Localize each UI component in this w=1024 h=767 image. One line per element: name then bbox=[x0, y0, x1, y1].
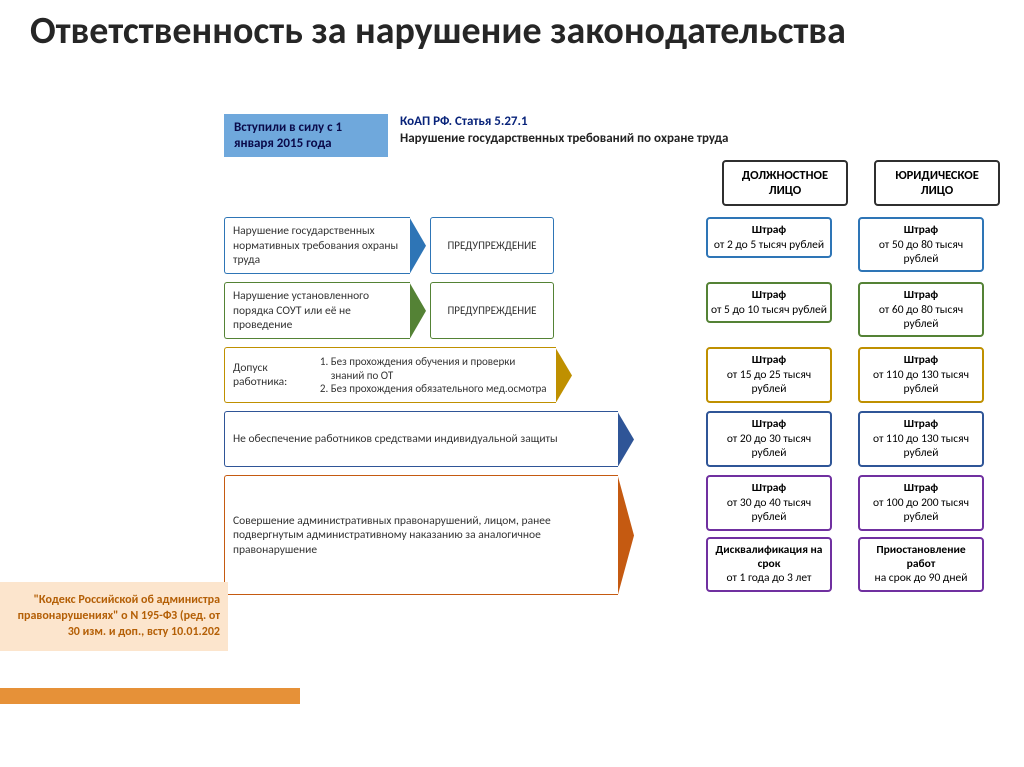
penalty-box: Штрафот 20 до 30 тысяч рублей bbox=[706, 411, 832, 466]
penalty-box: Приостановление работна срок до 90 дней bbox=[858, 537, 984, 592]
penalty-box: Штрафот 30 до 40 тысяч рублей bbox=[706, 475, 832, 530]
penalty-box: Штрафот 100 до 200 тысяч рублей bbox=[858, 475, 984, 530]
violation-row: Нарушение государственных нормативных тр… bbox=[224, 217, 1004, 274]
violation-row: Не обеспечение работников средствами инд… bbox=[224, 411, 1004, 467]
warning-box: ПРЕДУПРЕЖДЕНИЕ bbox=[430, 282, 554, 339]
penalty-box: Дисквалификация на срокот 1 года до 3 ле… bbox=[706, 537, 832, 592]
decorative-bar bbox=[0, 688, 300, 704]
violation-row: Допуск работника:Без прохождения обучени… bbox=[224, 347, 1004, 403]
penalty-box: Штрафот 50 до 80 тысяч рублей bbox=[858, 217, 984, 272]
penalty-box: Штрафот 110 до 130 тысяч рублей bbox=[858, 347, 984, 402]
column-header-official: ДОЛЖНОСТНОЕ ЛИЦО bbox=[722, 160, 848, 206]
violation-box: Совершение административных правонарушен… bbox=[224, 475, 618, 595]
penalty-box: Штрафот 5 до 10 тысяч рублей bbox=[706, 282, 832, 323]
violation-row: Совершение административных правонарушен… bbox=[224, 475, 1004, 595]
penalties-chart: Вступили в силу с 1 января 2015 года КоА… bbox=[224, 114, 1004, 603]
law-reference: КоАП РФ. Статья 5.27.1 Нарушение государ… bbox=[400, 114, 728, 157]
penalty-box: Штрафот 110 до 130 тысяч рублей bbox=[858, 411, 984, 466]
penalty-box: Штрафот 15 до 25 тысяч рублей bbox=[706, 347, 832, 402]
page-title: Ответственность за нарушение законодател… bbox=[0, 0, 1024, 58]
violation-box: Нарушение установленного порядка СОУТ ил… bbox=[224, 282, 410, 339]
source-citation: "Кодекс Российской об администра правона… bbox=[0, 582, 228, 651]
effective-date-box: Вступили в силу с 1 января 2015 года bbox=[224, 114, 388, 157]
penalty-box: Штрафот 2 до 5 тысяч рублей bbox=[706, 217, 832, 258]
violation-box: Не обеспечение работников средствами инд… bbox=[224, 411, 618, 467]
warning-box: ПРЕДУПРЕЖДЕНИЕ bbox=[430, 217, 554, 274]
violation-box: Допуск работника:Без прохождения обучени… bbox=[224, 347, 556, 403]
penalty-box: Штрафот 60 до 80 тысяч рублей bbox=[858, 282, 984, 337]
column-header-legal-entity: ЮРИДИЧЕСКОЕ ЛИЦО bbox=[874, 160, 1000, 206]
violation-box: Нарушение государственных нормативных тр… bbox=[224, 217, 410, 274]
violation-row: Нарушение установленного порядка СОУТ ил… bbox=[224, 282, 1004, 339]
